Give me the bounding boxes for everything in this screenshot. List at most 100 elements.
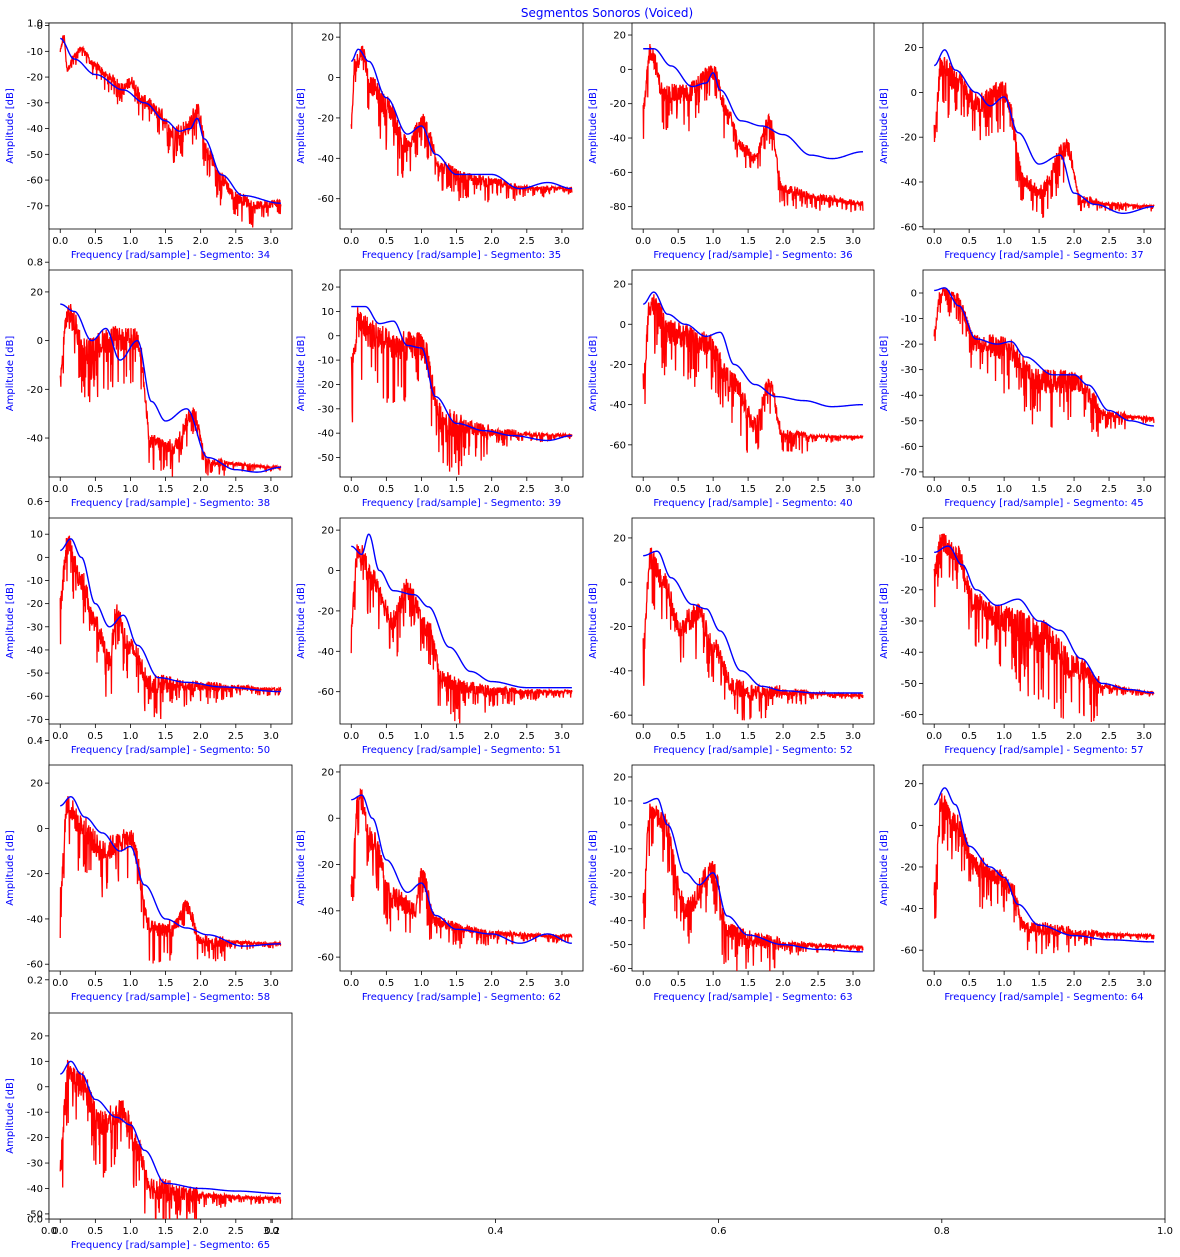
- series-spectrum-line: [350, 307, 573, 475]
- xtick-label: 1.0: [123, 978, 139, 989]
- ytick-label: -50: [27, 669, 43, 680]
- xtick-label: 3.0: [263, 236, 279, 247]
- series-spectrum-line: [59, 35, 282, 228]
- ytick-label: 0: [328, 566, 334, 577]
- xtick-label: 2.5: [810, 484, 826, 495]
- subplot-segment-58: 0.0 0.5 1.0 1.5 2.0 2.5 3.0 20 0 -20 -40 -60 Frequen…: [5, 764, 293, 1003]
- ytick-label: 10: [613, 796, 626, 807]
- xtick-label: 2.5: [228, 1226, 244, 1237]
- ytick-label: -20: [318, 860, 334, 871]
- ytick-label: -40: [27, 914, 43, 925]
- y-axis-label: Amplitude [dB]: [588, 583, 599, 659]
- xtick-label: 1.5: [740, 731, 756, 742]
- xtick-label: 1.5: [158, 1226, 174, 1237]
- series-envelope-line: [934, 287, 1154, 427]
- xtick-label: 0.0: [926, 236, 942, 247]
- y-axis-label: Amplitude [dB]: [5, 830, 16, 906]
- x-axis-label: Frequency [rad/sample] - Segmento: 51: [362, 745, 561, 756]
- xtick-label: 0.0: [52, 731, 68, 742]
- ytick-label: 20: [904, 43, 917, 54]
- ytick-label: -50: [27, 1209, 43, 1220]
- ytick-label: -40: [318, 154, 334, 165]
- ytick-label: 20: [613, 280, 626, 291]
- subplot-segment-38: 0.0 0.5 1.0 1.5 2.0 2.5 3.0 20 0 -20 -40 Frequency …: [5, 269, 293, 509]
- xtick-label: 2.5: [1101, 978, 1117, 989]
- ytick-label: -20: [901, 862, 917, 873]
- xtick-label: 0.0: [343, 236, 359, 247]
- y-axis-label: Amplitude [dB]: [296, 88, 307, 164]
- xtick-label: 1.5: [740, 484, 756, 495]
- ytick-label: 0: [328, 814, 334, 825]
- ytick-label: 20: [321, 283, 334, 294]
- figure-title: Segmentos Sonoros (Voiced): [521, 6, 693, 20]
- xtick-label: 0.5: [378, 731, 394, 742]
- series-spectrum-line: [350, 787, 573, 949]
- xtick-label: 1.0: [414, 484, 430, 495]
- axes-frame: [922, 764, 1166, 972]
- xtick-label: 0.0: [52, 236, 68, 247]
- xtick-label: 0.0: [635, 484, 651, 495]
- series-envelope-line: [351, 794, 572, 944]
- xtick-label: 2.0: [484, 731, 500, 742]
- x-axis-label: Frequency [rad/sample] - Segmento: 35: [362, 250, 561, 261]
- ytick-label: -60: [610, 440, 626, 451]
- ytick-label: 0: [911, 289, 917, 300]
- ytick-label: 0: [911, 88, 917, 99]
- xtick-label: 3.0: [263, 731, 279, 742]
- subplot-segment-52: 0.0 0.5 1.0 1.5 2.0 2.5 3.0 20 0 -20 -40 -60 Frequen…: [588, 517, 875, 756]
- ytick-label: -60: [901, 946, 917, 957]
- series-spectrum-line: [59, 303, 282, 477]
- ytick-label: -60: [610, 711, 626, 722]
- x-axis-label: Frequency [rad/sample] - Segmento: 57: [944, 745, 1143, 756]
- xtick-label: 2.0: [775, 978, 791, 989]
- xtick-label: 3.0: [1136, 236, 1152, 247]
- xtick-label: 1.0: [705, 731, 721, 742]
- ytick-label: -40: [901, 177, 917, 188]
- ytick-label: -60: [901, 710, 917, 721]
- y-axis-label: Amplitude [dB]: [296, 830, 307, 906]
- series-spectrum-line: [642, 547, 864, 721]
- ytick-label: -20: [27, 869, 43, 880]
- ytick-label: 0: [37, 21, 43, 32]
- ytick-label: -20: [318, 113, 334, 124]
- ytick-label: -20: [610, 622, 626, 633]
- xtick-label: 1.0: [414, 731, 430, 742]
- xtick-label: 0.0: [52, 1226, 68, 1237]
- xtick-label: 1.0: [996, 236, 1012, 247]
- xtick-label: 0.0: [635, 236, 651, 247]
- series-envelope-line: [60, 37, 281, 204]
- x-axis-label: Frequency [rad/sample] - Segmento: 37: [944, 250, 1143, 261]
- series-envelope-line: [643, 48, 863, 160]
- ytick-label: -60: [610, 964, 626, 975]
- xtick-label: 2.0: [193, 731, 209, 742]
- xtick-label: 1.5: [158, 236, 174, 247]
- series-spectrum-line: [933, 56, 1155, 218]
- series-envelope-line: [351, 533, 572, 689]
- ytick-label: -60: [610, 168, 626, 179]
- series-spectrum-line: [59, 1059, 282, 1219]
- xtick-label: 0.5: [87, 484, 103, 495]
- xtick-label: 2.5: [1101, 236, 1117, 247]
- ytick-label: 20: [321, 33, 334, 44]
- ytick-label: -60: [901, 222, 917, 233]
- ytick-label: -20: [610, 360, 626, 371]
- y-axis-label: Amplitude [dB]: [5, 1078, 16, 1154]
- xtick-label: 2.0: [484, 484, 500, 495]
- ytick-label: -40: [318, 647, 334, 658]
- xtick-label: 1.0: [705, 236, 721, 247]
- subplot-grid: 0.0 0.5 1.0 1.5 2.0 2.5 3.0 0 -10 -20 -30 -40 -50 -60…: [5, 21, 1166, 1251]
- ytick-label: -40: [610, 134, 626, 145]
- background-xtick-label: 0.8: [934, 1226, 950, 1237]
- ytick-label: 20: [904, 779, 917, 790]
- ytick-label: -10: [610, 844, 626, 855]
- ytick-label: -30: [901, 617, 917, 628]
- ytick-label: 10: [30, 530, 43, 541]
- xtick-label: 2.0: [193, 978, 209, 989]
- y-axis-label: Amplitude [dB]: [879, 830, 890, 906]
- ytick-label: -20: [610, 868, 626, 879]
- series-envelope-line: [643, 550, 863, 694]
- y-axis-label: Amplitude [dB]: [879, 336, 890, 412]
- series-spectrum-line: [933, 793, 1155, 955]
- subplot-segment-45: 0.0 0.5 1.0 1.5 2.0 2.5 3.0 0 -10 -20 -30 -40 -50 -60…: [879, 269, 1166, 509]
- series-envelope-line: [643, 291, 863, 408]
